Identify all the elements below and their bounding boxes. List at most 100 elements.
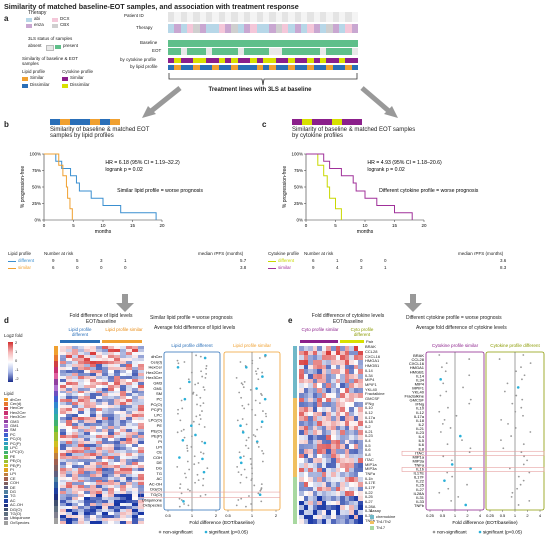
heat-cell — [326, 458, 331, 464]
heat-cell — [126, 512, 132, 516]
e-col-a-bar — [300, 340, 338, 343]
heat-cell — [84, 506, 90, 510]
lipid-legend-label: LPC — [10, 444, 18, 450]
row-label: MIP3a — [412, 458, 424, 463]
heat-cell — [321, 430, 327, 435]
heat-cell — [126, 476, 132, 480]
heat-cell — [114, 366, 120, 370]
heat-cell — [114, 494, 120, 498]
ns-point — [249, 388, 252, 391]
heat-cell — [90, 503, 96, 507]
heat-cell — [321, 416, 327, 421]
ns-point — [243, 380, 246, 383]
cell — [263, 40, 270, 47]
heat-cell — [72, 446, 78, 450]
heat-cell — [344, 453, 350, 459]
cell — [269, 24, 276, 33]
heat-cell — [138, 491, 144, 495]
x-tick-label: 5 — [334, 223, 337, 228]
heat-cell — [60, 423, 66, 427]
heat-cell — [349, 500, 354, 506]
ns-point — [206, 467, 209, 470]
heat-cell — [120, 449, 126, 453]
heat-cell — [114, 417, 120, 421]
heat-cell — [66, 369, 72, 373]
heat-cell — [96, 411, 102, 415]
ns-point — [177, 362, 180, 365]
cell — [54, 476, 58, 480]
heat-cell — [96, 488, 102, 492]
heat-cell — [60, 399, 66, 403]
heat-cell — [120, 393, 126, 397]
heat-cell — [84, 503, 90, 507]
sig-point — [203, 441, 207, 445]
cell — [237, 65, 244, 70]
lipid-legend-label: HexCer — [10, 405, 24, 411]
heat-cell — [66, 512, 72, 516]
ns-point — [199, 495, 202, 497]
heat-cell — [102, 432, 108, 435]
heat-cell — [138, 494, 144, 498]
heat-cell — [126, 503, 132, 507]
cell — [332, 40, 339, 47]
present-swatch — [55, 45, 61, 49]
heat-cell — [126, 411, 132, 415]
lipid-legend-swatch — [4, 437, 8, 441]
sig-point — [239, 456, 242, 459]
heat-cell — [78, 402, 84, 406]
heat-cell — [78, 491, 84, 495]
heat-cell — [299, 425, 304, 431]
heat-cell — [353, 514, 359, 520]
heat-cell — [132, 494, 138, 498]
heat-cell — [331, 495, 336, 501]
cytokine-label: MIP4 — [365, 377, 375, 383]
lipid-legend-swatch — [4, 446, 8, 450]
cell — [282, 48, 289, 55]
ns-point — [178, 497, 181, 500]
heat-cell — [340, 392, 345, 398]
heat-cell — [126, 435, 132, 438]
ns-point — [521, 398, 524, 401]
heat-cell — [72, 393, 78, 397]
heat-cell — [126, 452, 132, 456]
cell — [250, 40, 257, 47]
cell — [294, 65, 301, 70]
heat-cell — [66, 393, 72, 397]
heat-cell — [326, 444, 331, 450]
row-label: IFNg — [415, 402, 424, 407]
ns-point — [236, 419, 239, 422]
heat-cell — [72, 360, 78, 364]
cell — [206, 58, 213, 63]
heat-cell — [335, 481, 341, 487]
ns-point — [200, 370, 202, 373]
cell — [293, 472, 297, 478]
heat-cell — [299, 458, 304, 464]
heat-cell — [331, 449, 336, 454]
ns-point — [446, 443, 449, 446]
heat-cell — [90, 429, 96, 433]
heat-cell — [84, 435, 90, 438]
ns-point — [523, 374, 526, 377]
heat-cell — [102, 369, 108, 373]
heat-cell — [321, 374, 327, 379]
heat-cell — [66, 482, 72, 486]
heat-cell — [132, 461, 138, 465]
row-label: SM — [156, 391, 162, 396]
heat-cell — [299, 519, 304, 524]
therapy-row — [168, 24, 358, 33]
cell — [206, 65, 213, 70]
heat-cell — [331, 481, 336, 487]
heat-cell — [96, 369, 102, 373]
lipid-legend-label: PC(P) — [10, 440, 21, 446]
heat-cell — [331, 519, 336, 524]
heat-cell — [326, 491, 331, 496]
heat-cell — [72, 402, 78, 406]
heat-cell — [72, 435, 78, 438]
lipid-legend-swatch — [4, 508, 8, 512]
heat-cell — [326, 434, 331, 440]
heat-cell — [317, 453, 322, 459]
heat-cell — [108, 476, 114, 480]
ns-point — [248, 495, 250, 497]
heat-cell — [312, 491, 318, 496]
heat-cell — [138, 503, 144, 507]
